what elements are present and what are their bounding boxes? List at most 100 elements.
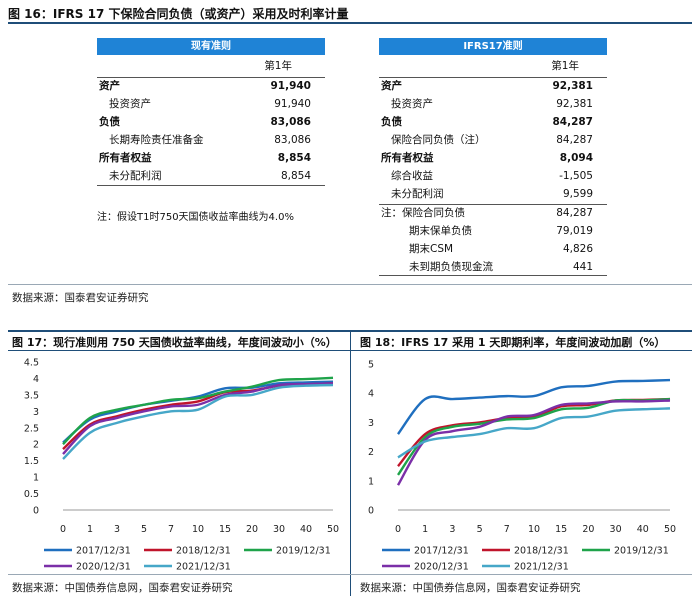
left-period-label: 第1年 <box>264 60 292 72</box>
legend-label: 2019/12/31 <box>276 546 331 557</box>
row-label: 所有者权益 <box>99 152 152 164</box>
left-period-row: 第1年 <box>97 57 292 75</box>
row-value: 8,854 <box>280 170 311 182</box>
row-label: 未分配利润 <box>109 170 162 182</box>
y-tick-label: 0 <box>33 506 39 517</box>
row-value: 8,854 <box>277 152 311 164</box>
legend-label: 2019/12/31 <box>614 546 669 557</box>
y-tick-label: 1 <box>368 476 374 487</box>
x-tick-label: 20 <box>246 524 258 535</box>
row-label: 资产 <box>381 80 402 92</box>
x-tick-label: 0 <box>60 524 66 535</box>
right-period-label: 第1年 <box>551 60 579 72</box>
row-label: 保险合同负债（注） <box>391 134 486 146</box>
table-row: 所有者权益 8,854 <box>97 149 311 167</box>
row-label: 期末保单负债 <box>409 225 472 237</box>
right-period-row: 第1年 <box>379 57 579 75</box>
table-row: 期末CSM 4,826 <box>379 240 593 258</box>
table-row: 资产 92,381 <box>379 77 593 95</box>
row-value: 84,287 <box>556 134 593 146</box>
x-tick-label: 0 <box>395 524 401 535</box>
x-tick-label: 50 <box>327 524 339 535</box>
row-label: 综合收益 <box>391 170 433 182</box>
y-tick-label: 3 <box>33 407 39 418</box>
figure17-source: 数据来源：中国债券信息网，国泰君安证券研究 <box>12 582 233 594</box>
row-value: 83,086 <box>274 134 311 146</box>
figure17-chart: 0 0.5 1 1.5 2 2.5 3 3.5 4 4.5 0 1 3 5 7 10 15 20 30 40 50 201… <box>24 358 339 573</box>
row-label: 所有者权益 <box>381 152 434 164</box>
legend-label: 2020/12/31 <box>76 562 131 573</box>
row-label: 负债 <box>99 116 120 128</box>
left-bottom-divider <box>97 185 325 186</box>
row-label: 资产 <box>99 80 120 92</box>
series-line <box>396 399 671 486</box>
row-label: 投资资产 <box>109 98 151 110</box>
figure16-source: 数据来源：国泰君安证券研究 <box>12 292 149 304</box>
table-row: 长期寿险责任准备金 83,086 <box>97 131 311 149</box>
y-tick-label: 0.5 <box>24 489 39 500</box>
y-tick-label: 4.5 <box>24 358 39 369</box>
legend-label: 2021/12/31 <box>514 562 569 573</box>
figure18-source: 数据来源：中国债券信息网，国泰君安证券研究 <box>360 582 581 594</box>
figure16-top-rule <box>8 22 692 24</box>
x-tick-label: 40 <box>300 524 312 535</box>
legend-label: 2017/12/31 <box>76 546 131 557</box>
series-line <box>62 376 334 446</box>
figure18-title: 图 18：IFRS 17 采用 1 天即期利率，年度间波动加剧（%） <box>360 336 666 349</box>
y-tick-label: 1.5 <box>24 456 39 467</box>
x-tick-label: 5 <box>477 524 483 535</box>
right-table: 第1年 资产 92,381 投资资产 92,381 负债 84,287 保险合同负债（注） 8… <box>379 57 607 276</box>
x-tick-label: 3 <box>114 524 120 535</box>
legend-label: 2017/12/31 <box>414 546 469 557</box>
left-table-header: 现有准则 <box>97 38 325 55</box>
x-tick-label: 10 <box>528 524 540 535</box>
figure16-title: 图 16：IFRS 17 下保险合同负债（或资产）采用及时利率计量 <box>8 7 349 21</box>
row-value: 9,599 <box>562 188 593 200</box>
y-tick-label: 4 <box>33 374 39 385</box>
table-row: 未到期负债现金流 441 <box>379 258 593 276</box>
x-tick-label: 30 <box>273 524 285 535</box>
x-tick-label: 40 <box>637 524 649 535</box>
series-line <box>62 383 334 460</box>
legend-label: 2018/12/31 <box>514 546 569 557</box>
table-row: 未分配利润 9,599 <box>379 185 593 203</box>
row-label: 长期寿险责任准备金 <box>109 134 204 146</box>
y-tick-label: 3.5 <box>24 390 39 401</box>
legend-label: 2018/12/31 <box>176 546 231 557</box>
row-label: 期末CSM <box>409 243 454 255</box>
row-value: 8,094 <box>559 152 593 164</box>
row-value: 4,826 <box>562 243 593 255</box>
figure17-title: 图 17：现行准则用 750 天国债收益率曲线，年度间波动小（%） <box>12 336 337 349</box>
row-value: 84,287 <box>556 207 593 219</box>
y-tick-label: 3 <box>368 418 374 429</box>
y-tick-label: 2 <box>33 440 39 451</box>
x-tick-label: 50 <box>664 524 676 535</box>
x-tick-label: 10 <box>192 524 204 535</box>
table-row: 负债 84,287 <box>379 113 593 131</box>
x-tick-label: 15 <box>555 524 567 535</box>
x-tick-label: 3 <box>449 524 455 535</box>
figure16-bottom-rule <box>8 284 692 285</box>
table-row: 综合收益 -1,505 <box>379 167 593 185</box>
series-line <box>62 380 334 444</box>
x-tick-label: 20 <box>582 524 594 535</box>
row-value: -1,505 <box>559 170 593 182</box>
right-bottom-divider <box>379 275 607 276</box>
x-tick-label: 1 <box>87 524 93 535</box>
x-tick-label: 7 <box>168 524 174 535</box>
row-label: 投资资产 <box>391 98 433 110</box>
y-tick-label: 5 <box>368 360 374 371</box>
table-row: 注：保险合同负债 84,287 <box>379 204 593 222</box>
table-row: 保险合同负债（注） 84,287 <box>379 131 593 149</box>
x-tick-label: 1 <box>422 524 428 535</box>
legend-label: 2021/12/31 <box>176 562 231 573</box>
left-table: 第1年 资产 91,940 投资资产 91,940 负债 83,086 长期寿险责任准备金 8… <box>97 57 325 187</box>
table-row: 投资资产 92,381 <box>379 95 593 113</box>
series-line <box>397 378 671 435</box>
charts-divider <box>350 330 351 596</box>
series-line <box>397 407 671 459</box>
right-table-header: IFRS17准则 <box>379 38 607 55</box>
left-table-note: 注：假设T1时750天国债收益率曲线为4.0% <box>97 212 294 223</box>
row-value: 84,287 <box>552 116 593 128</box>
